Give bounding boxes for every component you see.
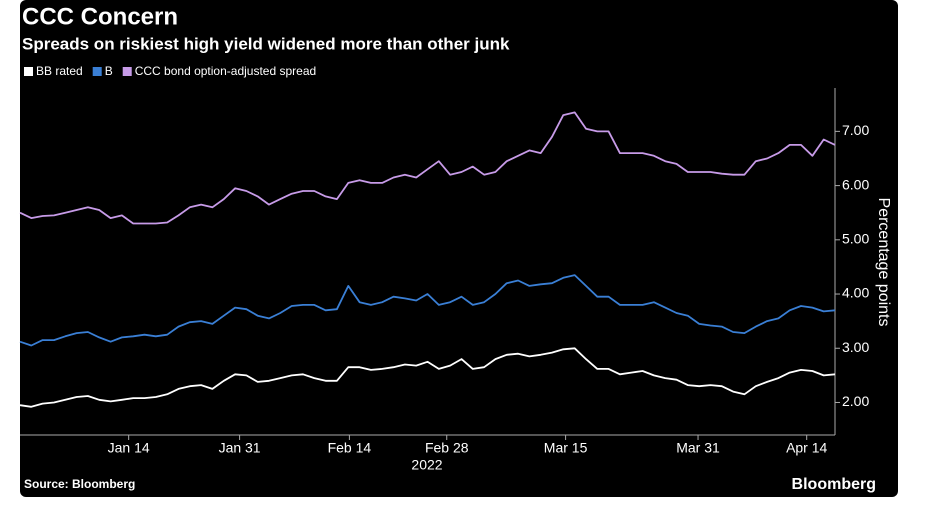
chart-title: CCC Concern [22, 3, 178, 30]
legend-swatch [92, 67, 102, 76]
y-tick-label: 7.00 [842, 122, 869, 138]
series-line [19, 274, 836, 347]
x-tick-label: Mar 15 [544, 440, 588, 456]
y-tick-label: 6.00 [842, 176, 869, 192]
chart-subtitle: Spreads on riskiest high yield widened m… [22, 34, 510, 53]
legend-label: BB rated [36, 64, 83, 78]
x-tick-label: Feb 14 [328, 440, 372, 456]
brand: Bloomberg [792, 476, 876, 493]
y-tick-label: 2.00 [842, 393, 869, 409]
legend-swatch [122, 67, 132, 76]
y-tick-label: 5.00 [842, 231, 869, 247]
legend-label: B [105, 64, 113, 78]
legend-swatch [24, 67, 33, 76]
y-axis-label: Percentage points [875, 198, 892, 327]
y-tick-label: 4.00 [842, 285, 869, 301]
y-tick-label: 3.00 [842, 339, 869, 355]
x-tick-label: Jan 31 [219, 440, 261, 456]
legend-label: CCC bond option-adjusted spread [135, 64, 316, 78]
chart-background [20, 0, 898, 497]
series-line [19, 111, 836, 225]
x-tick-label: Jan 14 [108, 440, 150, 456]
x-axis-label: 2022 [411, 457, 442, 473]
series-line [19, 347, 836, 408]
x-tick-label: Mar 31 [676, 440, 720, 456]
source: Source: Bloomberg [24, 477, 135, 491]
x-tick-label: Feb 28 [425, 440, 469, 456]
x-tick-label: Apr 14 [786, 440, 827, 456]
